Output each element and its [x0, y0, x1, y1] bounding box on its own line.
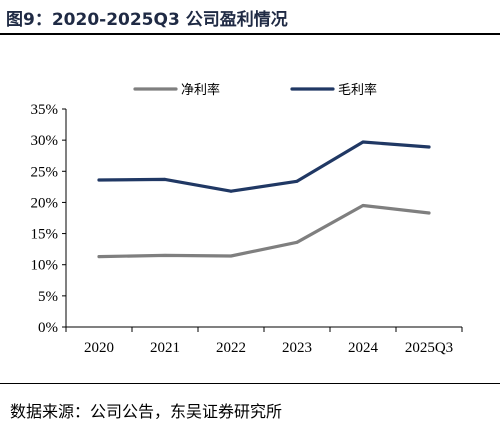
y-tick-label: 25% — [31, 164, 59, 180]
data-point — [427, 211, 431, 215]
title-divider — [0, 33, 500, 35]
x-tick-label: 2024 — [348, 340, 379, 356]
x-tick-label: 2022 — [216, 340, 246, 356]
data-point — [163, 177, 167, 181]
data-point — [163, 253, 167, 257]
x-axis: 2020 2021 2022 2023 2024 2025Q3 — [65, 326, 463, 356]
y-tick-label: 35% — [31, 102, 59, 118]
data-point — [361, 204, 365, 208]
source-divider — [0, 383, 500, 384]
x-tick-label: 2023 — [282, 340, 312, 356]
legend-label: 毛利率 — [338, 82, 377, 98]
line-chart: 净利率 毛利率 0%5%10%15%20%25%30%35% 2020 2021 20… — [31, 82, 463, 356]
data-point — [97, 178, 101, 182]
series-line-net-margin — [97, 203, 431, 259]
data-point — [97, 255, 101, 259]
data-point — [295, 240, 299, 244]
y-tick-label: 20% — [31, 195, 59, 211]
y-tick-label: 30% — [31, 133, 59, 149]
data-point — [229, 189, 233, 193]
data-point — [361, 140, 365, 144]
series-line-gross-margin — [97, 140, 431, 193]
figure-title: 图9：2020-2025Q3 公司盈利情况 — [6, 10, 288, 30]
data-point — [295, 179, 299, 183]
y-tick-label: 0% — [38, 320, 58, 336]
x-tick-label: 2025Q3 — [405, 340, 453, 356]
chart-legend: 净利率 毛利率 — [133, 82, 377, 98]
data-point — [427, 145, 431, 149]
data-source-note: 数据来源：公司公告，东吴证券研究所 — [10, 402, 283, 421]
y-axis: 0% 5% 10% 15% 20% 25% 30% 35% — [31, 102, 67, 336]
data-point — [229, 254, 233, 258]
x-tick-label: 2020 — [84, 340, 114, 356]
y-tick-label: 15% — [31, 227, 59, 243]
x-tick-label: 2021 — [150, 340, 180, 356]
y-tick-label: 10% — [31, 258, 59, 274]
y-tick-label: 5% — [38, 289, 58, 305]
chart-series — [97, 140, 431, 259]
legend-label: 净利率 — [181, 82, 220, 98]
